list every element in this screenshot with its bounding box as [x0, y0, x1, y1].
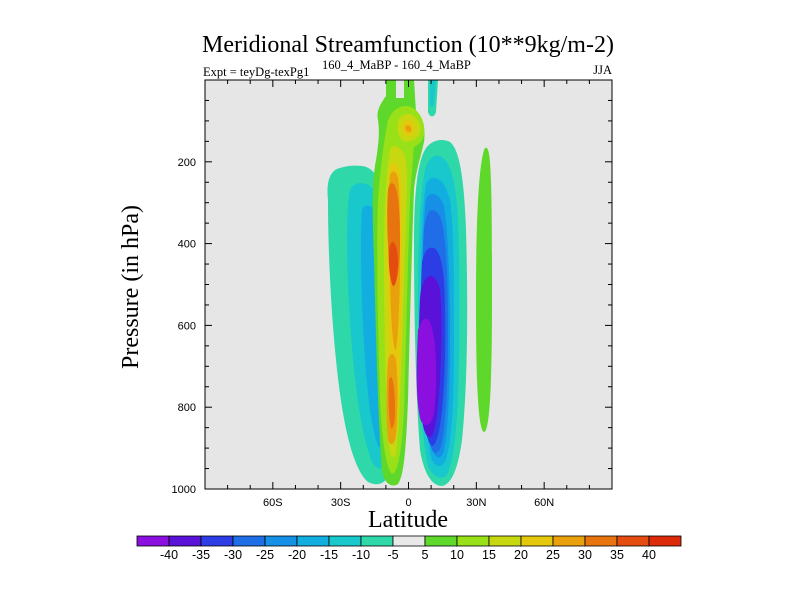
colorbar-swatch — [360, 535, 394, 547]
colorbar-swatch — [456, 535, 490, 547]
colorbar-swatch — [264, 535, 298, 547]
x-tick-label: 60S — [263, 497, 283, 509]
nh-positive-band — [476, 147, 492, 432]
x-tick-label: 0 — [405, 497, 411, 509]
colorbar-label: -30 — [224, 548, 242, 562]
colorbar-swatch — [616, 535, 650, 547]
contour-fills — [327, 80, 492, 486]
colorbar-swatch — [392, 535, 426, 547]
colorbar-swatch — [232, 535, 266, 547]
colorbar-label: 10 — [450, 548, 464, 562]
colorbar-swatch — [520, 535, 554, 547]
experiment-label: Expt = teyDg-texPg1 — [203, 65, 309, 79]
y-tick-label: 800 — [178, 402, 196, 414]
nh-negative-cell — [414, 140, 468, 486]
colorbar-swatch — [296, 535, 330, 547]
upper-positive-cell — [387, 106, 425, 149]
y-tick-label: 1000 — [172, 484, 196, 496]
x-tick-label: 30N — [466, 497, 486, 509]
colorbar-swatch — [328, 535, 362, 547]
colorbar-swatch — [200, 535, 234, 547]
y-axis-title: Pressure (in hPa) — [118, 205, 144, 369]
colorbar-label: 15 — [482, 548, 496, 562]
y-axis: 200 400 600 800 1000 — [172, 79, 612, 496]
colorbar-label: 5 — [422, 548, 429, 562]
chart-title: Meridional Streamfunction (10**9kg/m-2) — [202, 32, 614, 58]
colorbar: -40 -35 -30 -25 -20 -15 -10 -5 5 10 15 20 25 30 35 40 — [136, 535, 682, 562]
colorbar-label: 20 — [514, 548, 528, 562]
stratospheric-filaments — [428, 80, 438, 117]
x-axis-title: Latitude — [368, 507, 448, 533]
colorbar-swatch — [488, 535, 522, 547]
colorbar-swatch — [584, 535, 618, 547]
colorbar-label: 35 — [610, 548, 624, 562]
colorbar-swatch — [136, 535, 170, 547]
y-tick-label: 200 — [178, 157, 196, 169]
equatorial-positive-cell — [372, 80, 425, 486]
colorbar-label: 25 — [546, 548, 560, 562]
experiment-superscript: 160_4_MaBP - 160_4_MaBP — [322, 58, 471, 72]
colorbar-swatch — [424, 535, 458, 547]
y-tick-label: 600 — [178, 320, 196, 332]
colorbar-swatch — [648, 535, 682, 547]
colorbar-label: -40 — [160, 548, 178, 562]
colorbar-label: 40 — [642, 548, 656, 562]
y-tick-label: 400 — [178, 239, 196, 251]
season-label: JJA — [593, 63, 612, 77]
x-tick-label: 30S — [331, 497, 351, 509]
colorbar-swatch — [552, 535, 586, 547]
x-axis: 60S 30S 0 30N 60N — [204, 80, 613, 509]
colorbar-label: -20 — [288, 548, 306, 562]
colorbar-label: -10 — [352, 548, 370, 562]
colorbar-label: -35 — [192, 548, 210, 562]
x-tick-label: 60N — [534, 497, 554, 509]
colorbar-label: -15 — [320, 548, 338, 562]
colorbar-label: 30 — [578, 548, 592, 562]
colorbar-label: -25 — [256, 548, 274, 562]
colorbar-label: -5 — [387, 548, 398, 562]
colorbar-swatch — [168, 535, 202, 547]
